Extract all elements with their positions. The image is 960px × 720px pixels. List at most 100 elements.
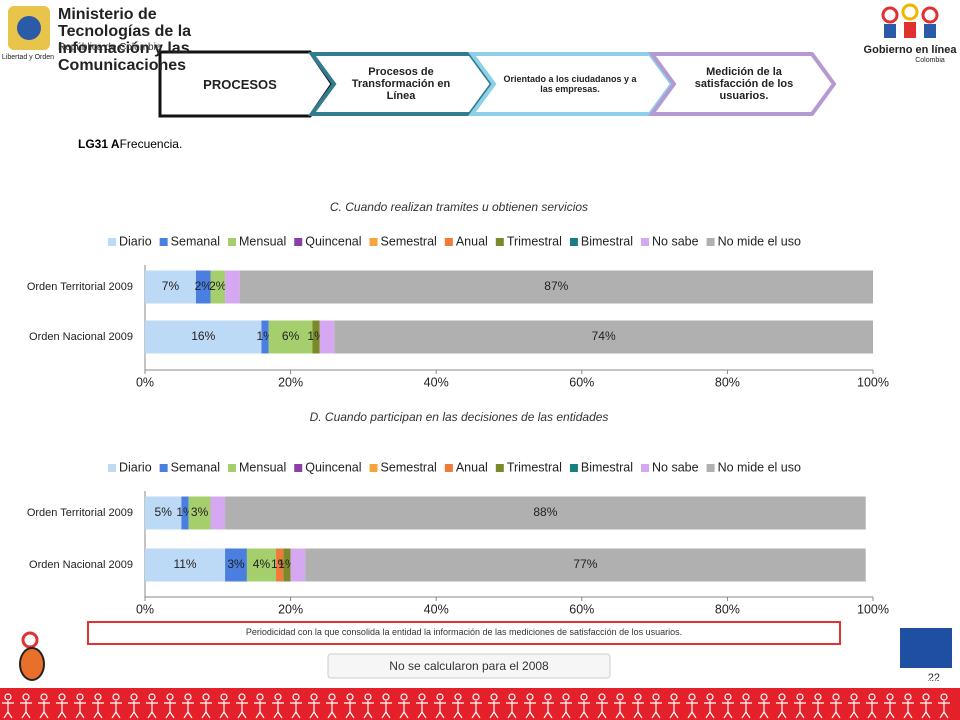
y-tick-label: Orden Territorial 2009 <box>27 507 133 519</box>
pattern-body <box>416 701 428 719</box>
pattern-head <box>832 693 840 701</box>
pattern-body <box>776 701 788 719</box>
pattern-head <box>418 693 426 701</box>
pattern-head <box>94 693 102 701</box>
bar-segment <box>225 496 866 530</box>
pattern-head <box>166 693 174 701</box>
legend-label: Mensual <box>239 234 286 248</box>
brand: Datexco <box>908 676 944 686</box>
data-label: 2% <box>209 279 227 293</box>
pattern-body <box>236 701 248 719</box>
legend-swatch <box>294 238 303 246</box>
bar-segment <box>188 496 211 530</box>
pattern-body <box>614 701 626 719</box>
pattern-head <box>886 693 894 701</box>
bar-segment <box>268 320 313 354</box>
motto: Libertad y Orden <box>2 54 54 61</box>
bar-segment <box>145 320 262 354</box>
pattern-body <box>812 701 824 719</box>
pattern-body <box>686 701 698 719</box>
pattern-head <box>436 693 444 701</box>
pattern-head <box>238 693 246 701</box>
pattern-head <box>274 693 282 701</box>
pattern-head <box>616 693 624 701</box>
legend-swatch <box>159 238 168 246</box>
pattern-head <box>598 693 606 701</box>
datexco-logo <box>900 628 952 668</box>
pattern-body <box>722 701 734 719</box>
legend-swatch <box>228 464 236 472</box>
pattern-head <box>472 693 480 701</box>
legend-label: Quincenal <box>305 234 361 248</box>
legend-swatch <box>569 464 578 472</box>
data-label: 3% <box>227 557 245 571</box>
section: LG31 AFrecuencia. <box>78 137 182 151</box>
x-tick-label: 20% <box>278 602 303 616</box>
chart-title: C. Cuando realizan tramites u obtienen s… <box>330 200 588 214</box>
bar-segment <box>276 548 284 582</box>
bar-segment <box>145 496 182 530</box>
pattern-body <box>506 701 518 719</box>
pattern-head <box>112 693 120 701</box>
pattern-head <box>940 693 948 701</box>
legend-swatch <box>641 464 649 472</box>
pattern-body <box>20 701 32 719</box>
pattern-head <box>652 693 660 701</box>
bar-segment <box>181 496 189 530</box>
bar-segment <box>246 548 277 582</box>
x-tick-label: 100% <box>857 375 889 389</box>
pattern-head <box>22 693 30 701</box>
pattern-body <box>596 701 608 719</box>
bar-segment <box>225 548 247 582</box>
data-label: 87% <box>544 279 568 293</box>
pattern-head <box>382 693 390 701</box>
legend-swatch <box>108 238 116 246</box>
pattern-head <box>490 693 498 701</box>
pattern-head <box>454 693 462 701</box>
legend-label: Semanal <box>171 460 220 474</box>
pattern-head <box>922 693 930 701</box>
pattern-body <box>290 701 302 719</box>
bar-segment <box>312 320 320 354</box>
pattern-body <box>128 701 140 719</box>
pattern-body <box>110 701 122 719</box>
x-tick-label: 0% <box>136 602 154 616</box>
legend-swatch <box>294 464 303 472</box>
pattern-head <box>688 693 696 701</box>
bar-segment <box>290 548 306 582</box>
x-tick-label: 80% <box>715 375 740 389</box>
x-tick-label: 20% <box>278 375 303 389</box>
data-label: 5% <box>155 505 173 519</box>
pattern-head <box>868 693 876 701</box>
y-tick-label: Orden Territorial 2009 <box>27 281 133 293</box>
bar-segment <box>195 270 211 304</box>
pattern-body <box>200 701 212 719</box>
data-label: 2% <box>195 279 213 293</box>
mascot <box>19 631 45 681</box>
button-label[interactable]: No se calcularon para el 2008 <box>389 659 549 673</box>
bar-segment <box>145 548 226 582</box>
pattern-body <box>380 701 392 719</box>
pattern-body <box>146 701 158 719</box>
pattern-head <box>4 693 12 701</box>
x-tick-label: 60% <box>569 602 594 616</box>
pattern-head <box>292 693 300 701</box>
button-box[interactable] <box>327 653 611 679</box>
data-label: 7% <box>162 279 180 293</box>
pattern-head <box>40 693 48 701</box>
legend-label: No mide el uso <box>718 234 801 248</box>
legend-swatch <box>369 238 378 246</box>
pattern-body <box>488 701 500 719</box>
legend-swatch <box>569 238 578 246</box>
pattern-head <box>130 693 138 701</box>
pattern-head <box>814 693 822 701</box>
pattern-body <box>434 701 446 719</box>
step-label: Procesos de Transformación en Línea <box>351 66 451 102</box>
legend-label: Anual <box>456 460 488 474</box>
x-tick-label: 40% <box>424 602 449 616</box>
pattern-head <box>346 693 354 701</box>
pattern-body <box>632 701 644 719</box>
chart-title: D. Cuando participan en las decisiones d… <box>310 410 609 424</box>
legend-label: Semestral <box>381 460 437 474</box>
